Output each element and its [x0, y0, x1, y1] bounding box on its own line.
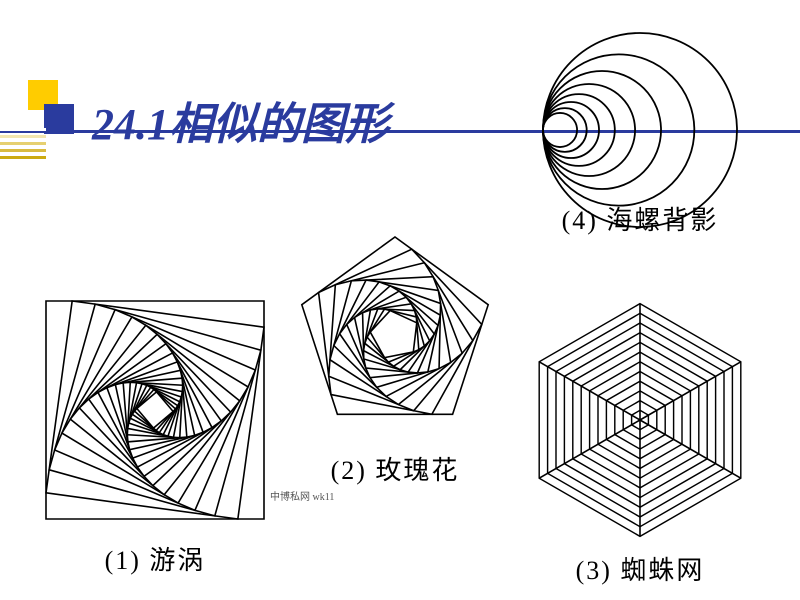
logo-stripes — [0, 124, 46, 159]
footnote: 中博私网 wk11 — [270, 488, 334, 503]
vortex-svg — [45, 300, 265, 520]
rose-svg — [295, 235, 495, 435]
slide-logo — [0, 80, 80, 160]
figure-rose — [295, 235, 495, 435]
title-bar: 24.1相似的图形 — [0, 80, 389, 160]
caption-shell: (4) 海螺背影 — [540, 200, 740, 237]
caption-vortex: (1) 游涡 — [45, 540, 265, 577]
figure-spider — [520, 300, 760, 540]
caption-spider: (3) 蜘蛛网 — [520, 550, 760, 587]
spider-svg — [520, 300, 760, 540]
figure-vortex — [45, 300, 265, 520]
logo-square-blue — [44, 104, 74, 134]
caption-rose: (2) 玫瑰花 — [295, 450, 495, 487]
page-title: 24.1相似的图形 — [92, 88, 389, 152]
